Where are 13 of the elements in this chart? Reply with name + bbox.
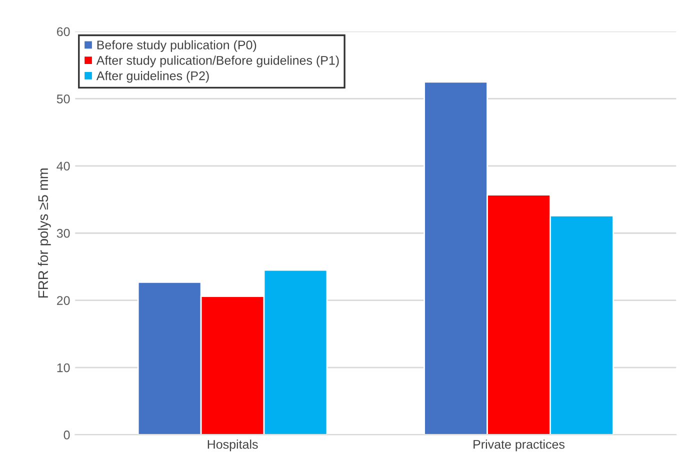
y-tick-label: 50 — [56, 94, 70, 104]
y-axis-title: FRR for polys ≥5 mm — [38, 168, 51, 298]
legend-label: After guidelines (P2) — [96, 71, 209, 83]
x-tick-label: Private practices — [474, 440, 565, 452]
x-tick-label: Hospitals — [208, 440, 258, 452]
legend-label: After study pulication/Before guidelines (P1) — [96, 56, 339, 68]
y-tick-label: 60 — [57, 27, 70, 36]
y-tick-label: 40 — [56, 162, 70, 171]
y-tick-label: 20 — [56, 296, 70, 305]
y-tick-label: 0 — [64, 430, 70, 440]
y-tick-label: 30 — [56, 228, 70, 238]
legend-label: Before study publication (P0) — [97, 40, 256, 52]
y-tick-label: 10 — [57, 363, 70, 372]
